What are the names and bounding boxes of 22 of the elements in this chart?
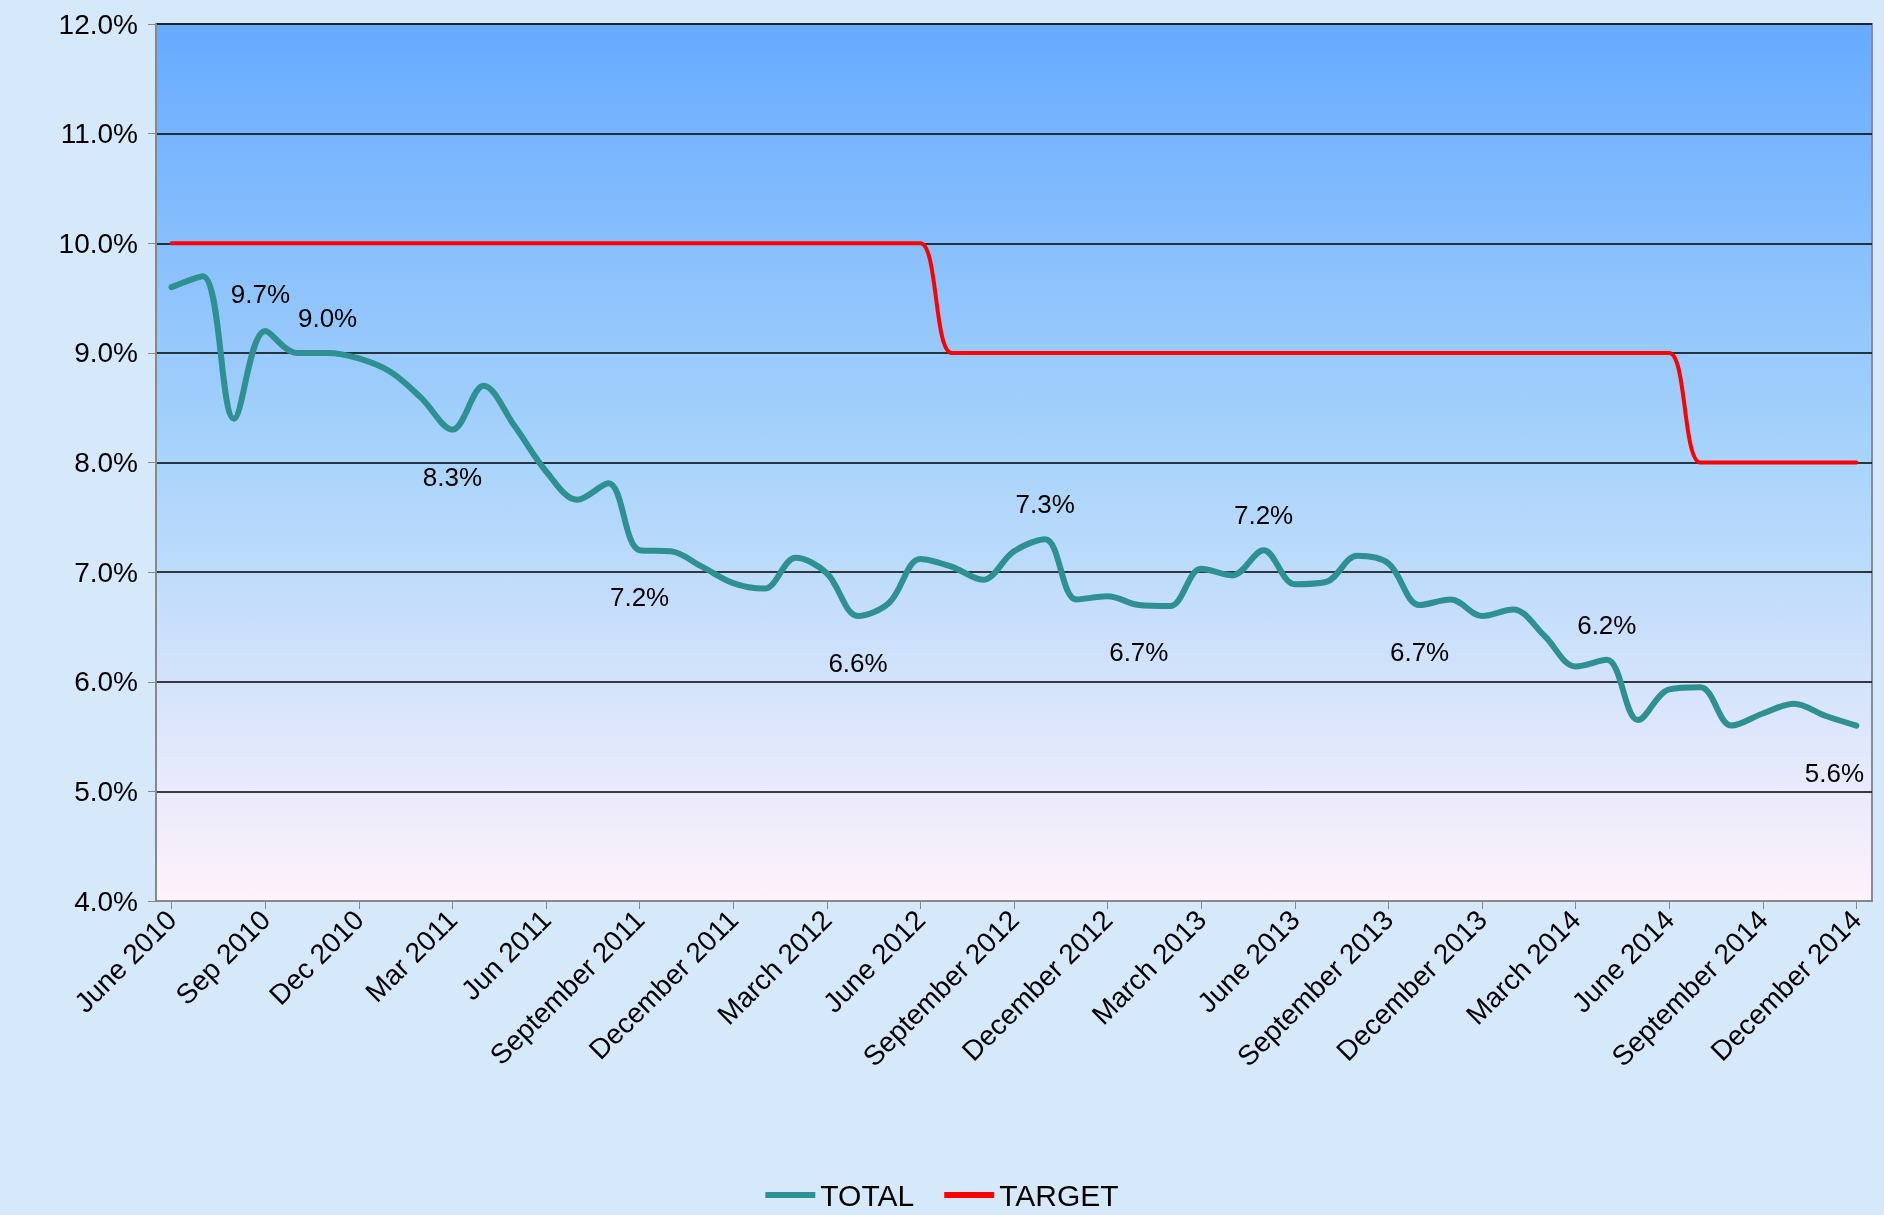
y-tick-label: 11.0% <box>60 118 138 150</box>
legend-label: TARGET <box>999 1178 1119 1212</box>
data-label: 8.3% <box>422 461 483 492</box>
data-label: 6.2% <box>1577 609 1637 640</box>
legend-label: TOTAL <box>820 1178 915 1212</box>
data-label: 6.6% <box>828 647 888 678</box>
data-label: 9.0% <box>297 302 358 333</box>
y-tick-label: 7.0% <box>74 556 138 588</box>
data-label: 7.2% <box>1233 500 1294 531</box>
y-tick-label: 9.0% <box>74 337 138 369</box>
y-tick-label: 5.0% <box>74 775 138 807</box>
data-label: 7.3% <box>1015 489 1075 520</box>
y-tick-label: 6.0% <box>74 666 138 698</box>
y-tick-label: 12.0% <box>58 8 138 40</box>
data-label: 5.6% <box>1804 757 1865 788</box>
data-label: 6.7% <box>1389 637 1450 668</box>
y-tick-label: 4.0% <box>74 885 138 917</box>
y-tick-label: 8.0% <box>74 447 138 478</box>
data-label: 6.7% <box>1109 637 1169 668</box>
data-label: 7.2% <box>609 582 670 613</box>
y-tick-label: 10.0% <box>58 227 138 259</box>
data-label: 9.7% <box>230 279 291 310</box>
